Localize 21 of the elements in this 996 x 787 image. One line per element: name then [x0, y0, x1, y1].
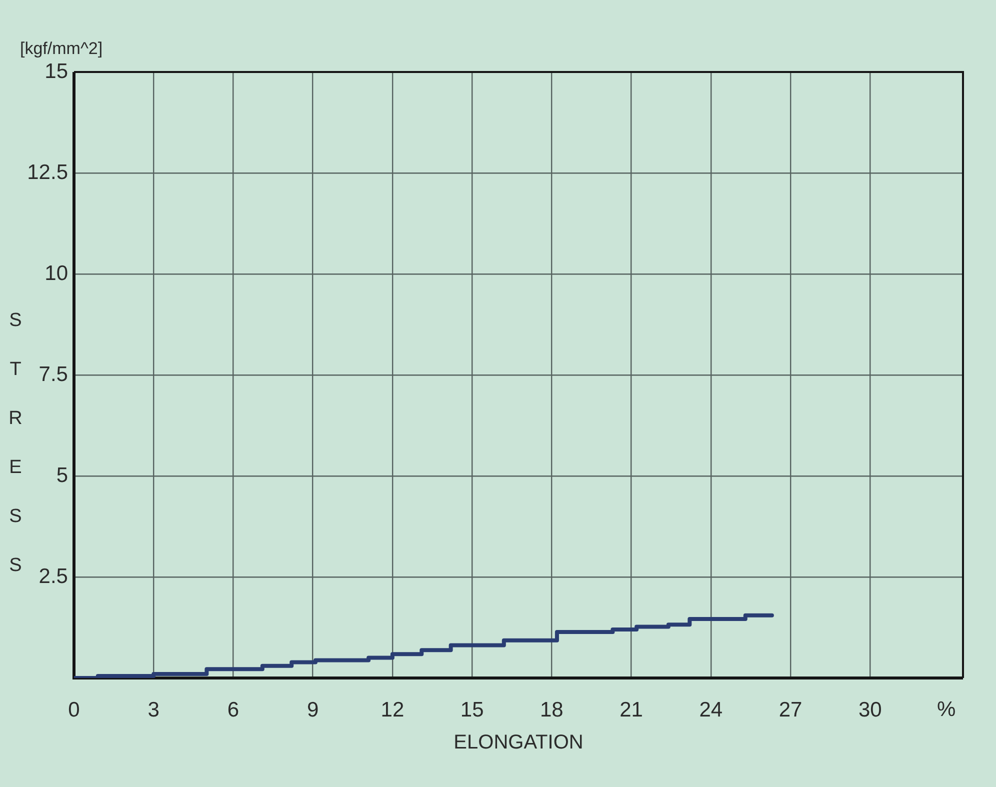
- x-tick-label: 9: [306, 698, 319, 722]
- x-tick-label: 21: [620, 698, 643, 722]
- x-tick-label: 3: [148, 698, 160, 722]
- x-tick-label: 0: [68, 698, 80, 722]
- x-tick-label: 24: [699, 698, 723, 722]
- y-tick-label: 7.5: [38, 362, 68, 386]
- y-tick-label: 5: [56, 464, 68, 487]
- x-tick-label: 6: [227, 698, 240, 722]
- y-tick-label: 10: [44, 262, 68, 285]
- text: [kgf/mm^2]: [20, 39, 103, 58]
- x-tick-label: 27: [778, 698, 802, 722]
- y-tick-label: 15: [44, 60, 68, 83]
- x-tick-label: 15: [460, 698, 484, 722]
- x-tick-label: 12: [380, 698, 404, 722]
- y-tick-label: 12.5: [27, 160, 68, 184]
- x-tick-label: 18: [540, 698, 564, 722]
- text: %: [937, 698, 956, 721]
- y-tick-label: 2.5: [38, 564, 68, 588]
- x-axis-title: ELONGATION: [454, 732, 584, 754]
- y-axis-title: STRESS: [5, 310, 26, 604]
- x-tick-label: 30: [858, 698, 882, 722]
